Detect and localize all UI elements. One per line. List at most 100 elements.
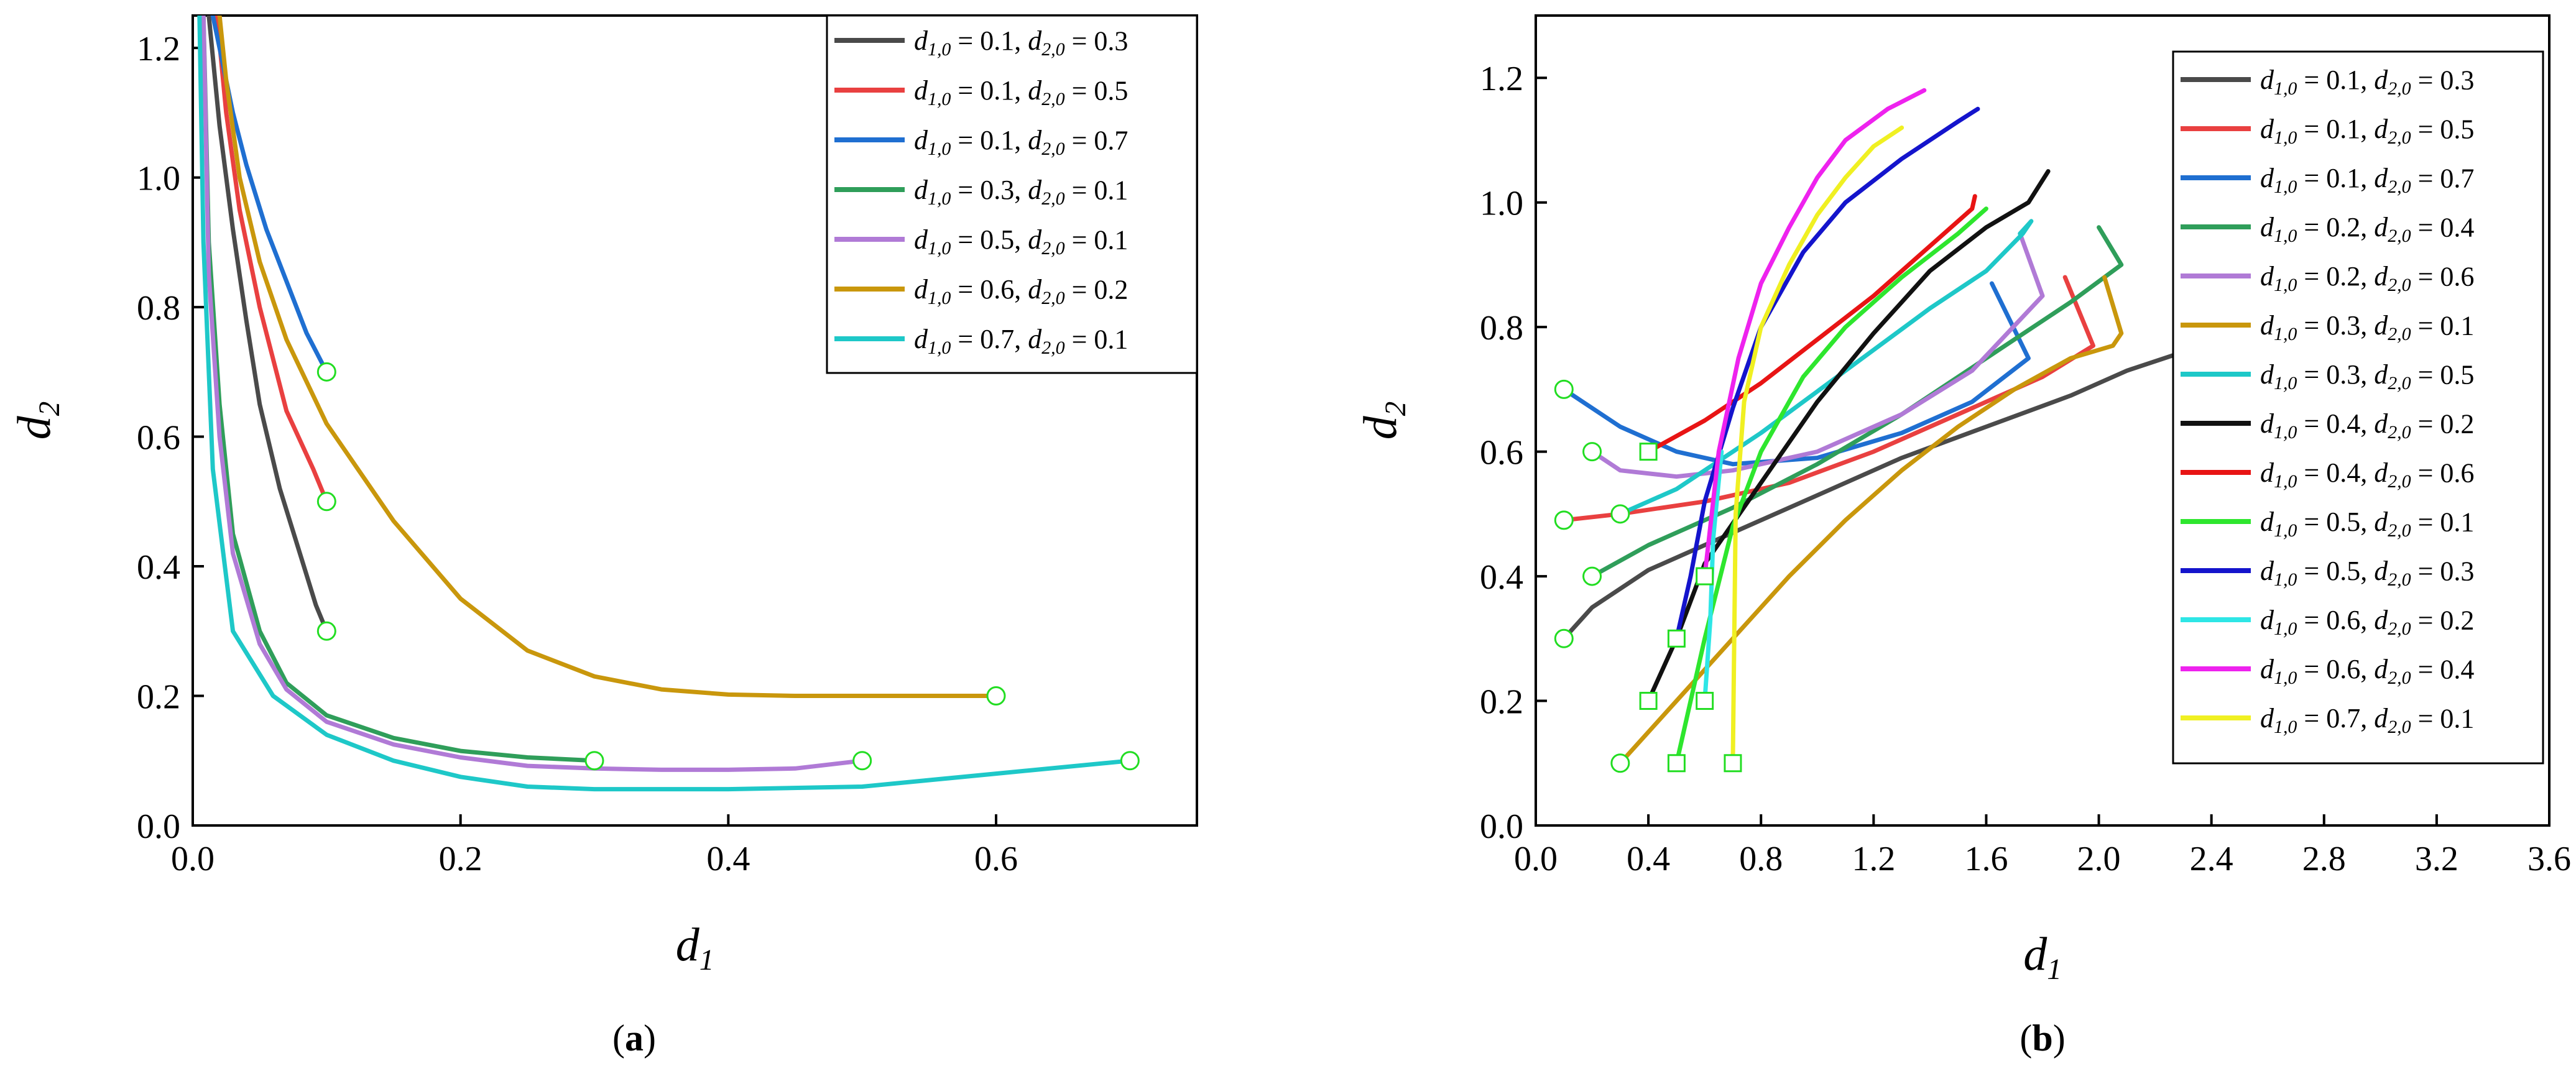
- y-tick-label: 0.8: [137, 289, 180, 328]
- start-marker-square: [1667, 754, 1686, 773]
- series-line-a-1: [215, 16, 329, 504]
- legend-entry: d1,0 = 0.4, d2,0 = 0.6: [2260, 457, 2474, 492]
- legend-entry: d1,0 = 0.3, d2,0 = 0.1: [2260, 310, 2474, 344]
- series-line-b-3: [1590, 225, 2124, 579]
- start-marker-circle: [316, 621, 336, 641]
- y-tick-label: 1.2: [137, 30, 180, 68]
- series-line-a-5: [217, 16, 999, 698]
- x-tick-label: 0.0: [1514, 840, 1558, 878]
- series-line-a-0: [206, 16, 329, 633]
- legend-box: [826, 14, 1198, 374]
- y-tick-label: 0.2: [1480, 683, 1523, 722]
- y-tick-label: 0.2: [137, 678, 180, 717]
- series-line-b-5: [1618, 275, 2124, 766]
- x-tick-label: 2.0: [2077, 840, 2121, 878]
- series-line-a-2: [210, 16, 329, 374]
- caption-b: (b): [2020, 1018, 2065, 1059]
- legend-entry: d1,0 = 0.5, d2,0 = 0.1: [914, 224, 1128, 259]
- legend-entry: d1,0 = 0.5, d2,0 = 0.1: [2260, 507, 2474, 541]
- start-marker-circle: [1554, 510, 1574, 530]
- y-tick-label: 0.4: [137, 548, 180, 587]
- series-group: [197, 16, 1132, 792]
- x-tick-label: 0.4: [706, 840, 750, 878]
- series-line-b-8: [1646, 194, 1977, 454]
- series-line-b-12: [1702, 88, 1927, 579]
- x-axis-label: d1: [2023, 928, 2062, 986]
- y-tick-label: 0.6: [137, 419, 180, 457]
- legend-entry: d1,0 = 0.1, d2,0 = 0.7: [914, 125, 1128, 159]
- legend-entry: d1,0 = 0.7, d2,0 = 0.1: [2260, 703, 2474, 737]
- start-marker-circle: [1554, 379, 1574, 399]
- chart-b: 0.0 0.4 0.8 1.2 1.6 2.0 2.4 2.8 3.2 3.6 0.0 0.2 0.4 0…: [1354, 14, 2571, 1059]
- x-tick-label: 0.0: [171, 840, 215, 878]
- start-marker-square: [1696, 567, 1714, 586]
- x-tick-label: 2.4: [2190, 840, 2233, 878]
- series-line-a-4: [201, 16, 865, 772]
- legend-entry: d1,0 = 0.6, d2,0 = 0.4: [2260, 654, 2474, 688]
- start-marker-square: [1639, 443, 1658, 461]
- plot-frame-b: [1535, 14, 2551, 827]
- legend-entry: d1,0 = 0.7, d2,0 = 0.1: [914, 324, 1128, 358]
- x-tick-label: 3.2: [2415, 840, 2458, 878]
- y-axis-label: d2: [1354, 402, 1412, 440]
- legend-entry: d1,0 = 0.4, d2,0 = 0.2: [2260, 408, 2474, 443]
- y-tick-label: 0.6: [1480, 434, 1523, 472]
- series-line-b-10: [1674, 106, 1980, 641]
- series-line-b-1: [1561, 275, 2095, 523]
- x-tick-label: 0.4: [1627, 840, 1670, 878]
- x-tick-label: 1.2: [1852, 840, 1895, 878]
- y-tick-label: 0.0: [1480, 807, 1523, 846]
- legend-b: d1,0 = 0.1, d2,0 = 0.3 d1,0 = 0.1, d2,0 =…: [2172, 50, 2544, 765]
- legend-entry: d1,0 = 0.1, d2,0 = 0.5: [2260, 114, 2474, 148]
- start-marker-circle: [986, 686, 1006, 706]
- legend-entry: d1,0 = 0.1, d2,0 = 0.3: [2260, 65, 2474, 99]
- legend-a: d1,0 = 0.1, d2,0 = 0.3 d1,0 = 0.1, d2,0 =…: [826, 14, 1198, 374]
- series-line-b-9: [1674, 206, 1988, 766]
- legend-entry: d1,0 = 0.1, d2,0 = 0.3: [914, 25, 1128, 60]
- legend-entry: d1,0 = 0.2, d2,0 = 0.6: [2260, 261, 2474, 295]
- y-tick-label: 0.0: [137, 807, 180, 846]
- start-marker-square: [1724, 754, 1742, 773]
- series-line-b-0: [1561, 269, 2209, 641]
- legend-entry: d1,0 = 0.2, d2,0 = 0.4: [2260, 212, 2474, 246]
- x-axis-label: d1: [676, 919, 714, 977]
- start-marker-circle: [1554, 628, 1574, 648]
- plot-frame-a: [192, 14, 1198, 827]
- start-marker-circle: [1582, 566, 1602, 586]
- series-line-b-13: [1730, 125, 1904, 766]
- series-line-b-7: [1646, 169, 2051, 703]
- start-marker-circle: [1120, 751, 1140, 771]
- x-tick-label: 0.6: [974, 840, 1018, 878]
- x-tick-label: 0.8: [1739, 840, 1783, 878]
- series-group: [1561, 88, 2209, 766]
- legend-entry: d1,0 = 0.3, d2,0 = 0.1: [914, 175, 1128, 209]
- legend-entry: d1,0 = 0.3, d2,0 = 0.5: [2260, 359, 2474, 393]
- y-axis-label: d2: [8, 402, 66, 440]
- legend-entry: d1,0 = 0.5, d2,0 = 0.3: [2260, 556, 2474, 590]
- legend-entry: d1,0 = 0.6, d2,0 = 0.2: [914, 274, 1128, 308]
- y-tick-label: 1.0: [1480, 185, 1523, 223]
- x-tick-label: 0.2: [439, 840, 482, 878]
- start-marker-circle: [1610, 753, 1630, 773]
- start-marker-square: [1639, 692, 1658, 710]
- series-line-a-6: [197, 16, 1132, 792]
- start-marker-square: [1696, 692, 1714, 710]
- start-marker-circle: [1610, 504, 1630, 524]
- caption-a: (a): [612, 1018, 656, 1059]
- legend-entry: d1,0 = 0.1, d2,0 = 0.7: [2260, 163, 2474, 197]
- x-tick-label: 1.6: [1964, 840, 2008, 878]
- start-marker-circle: [1582, 442, 1602, 462]
- series-line-b-2: [1561, 281, 2031, 467]
- start-marker-circle: [316, 492, 336, 512]
- chart-a: 0.0 0.2 0.4 0.6 0.0 0.2 0.4 0.6 0.8 1.0 1.2 d1 d2 d1,…: [8, 14, 1198, 1059]
- legend-entry: d1,0 = 0.6, d2,0 = 0.2: [2260, 605, 2474, 639]
- x-tick-label: 2.8: [2302, 840, 2346, 878]
- x-tick-label: 3.6: [2528, 840, 2571, 878]
- y-tick-label: 1.2: [1480, 60, 1523, 98]
- series-line-b-4: [1590, 231, 2045, 479]
- y-tick-label: 0.8: [1480, 309, 1523, 347]
- y-tick-label: 0.4: [1480, 558, 1523, 597]
- start-marker-circle: [584, 751, 604, 771]
- y-tick-label: 1.0: [137, 160, 180, 198]
